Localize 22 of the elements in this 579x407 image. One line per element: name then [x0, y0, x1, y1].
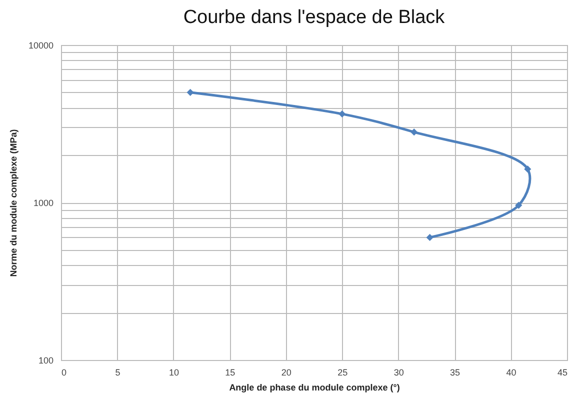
x-tick-label: 15: [225, 368, 236, 378]
point: [338, 110, 346, 118]
y-tick-label: 10000: [28, 40, 54, 50]
point: [524, 166, 532, 173]
x-tick-label: 30: [394, 368, 404, 378]
y-tick-label: 1000: [33, 198, 54, 208]
point: [186, 88, 194, 96]
x-tick-label: 45: [557, 368, 568, 378]
y-axis-title: Norme du module complexe (MPa): [8, 129, 18, 277]
x-tick-label: 0: [62, 368, 67, 378]
y-tick-label: 100: [38, 356, 54, 366]
x-tick-label: 25: [338, 368, 348, 378]
point: [426, 234, 434, 241]
point: [410, 128, 418, 136]
point: [515, 202, 522, 209]
x-tick-label: 40: [506, 368, 516, 378]
x-tick-label: 10: [168, 368, 179, 378]
x-tick-label: 35: [450, 368, 460, 378]
x-tick-label: 20: [281, 368, 292, 378]
x-tick-label: 5: [115, 368, 120, 378]
chart-title: Courbe dans l'espace de Black: [183, 7, 446, 28]
x-axis-title: Angle de phase du module complexe (°): [229, 382, 400, 392]
